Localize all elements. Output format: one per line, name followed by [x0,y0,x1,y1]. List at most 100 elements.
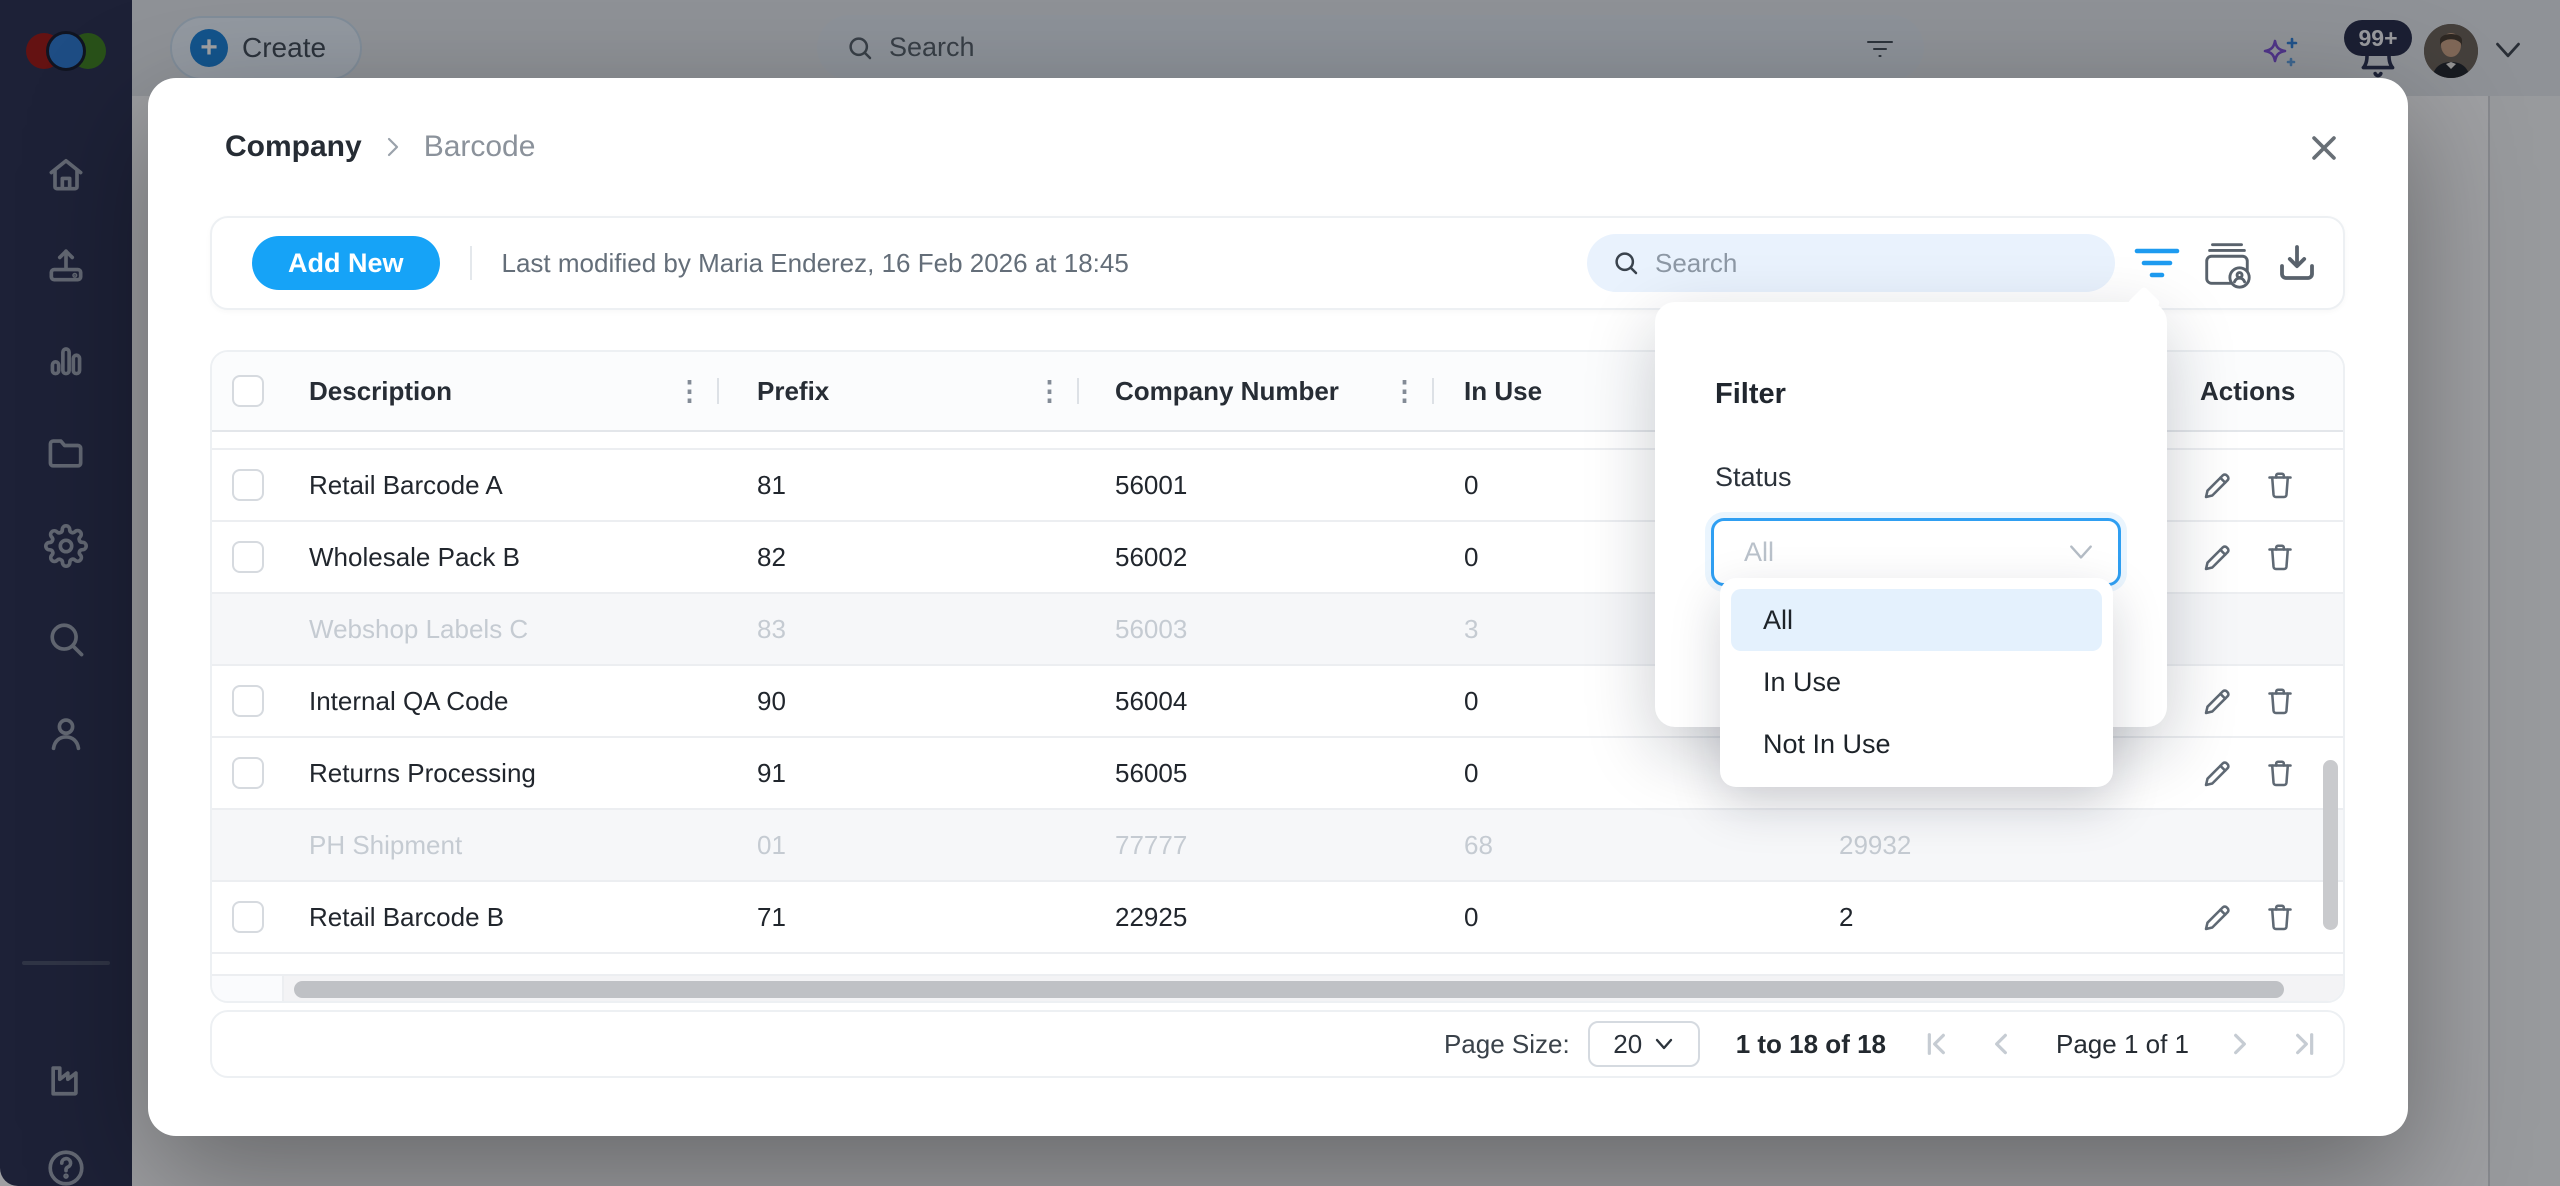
app-logo[interactable] [16,22,116,80]
row-checkbox[interactable] [232,901,264,933]
delete-button[interactable] [2262,539,2298,575]
chevron-down-icon [2070,545,2092,559]
audit-archive-button[interactable] [2199,235,2255,291]
filter-button[interactable] [2129,235,2185,291]
delete-button[interactable] [2262,683,2298,719]
pagination-bar: Page Size: 20 1 to 18 of 18 Page 1 of 1 [210,1010,2345,1078]
trash-icon [2268,904,2292,931]
close-button[interactable] [2302,126,2346,170]
sidebar-item-factory[interactable] [44,1058,88,1102]
edit-button[interactable] [2200,467,2236,503]
page-size-label: Page Size: [1443,1028,1570,1059]
column-menu-icon[interactable]: ⋮ [1036,375,1063,406]
row-checkbox[interactable] [232,541,264,573]
cell-company-number: 77777 [1115,829,1188,860]
pencil-icon [2204,473,2230,499]
global-search[interactable] [817,15,1924,80]
create-button-label: Create [242,32,327,63]
cell-in-use: 0 [1464,901,1479,932]
cell-description: Internal QA Code [309,685,509,716]
archive-user-icon [2205,243,2251,289]
last-page-icon[interactable] [2289,1028,2321,1060]
plus-icon: + [190,29,228,67]
hscroll-thumb[interactable] [294,981,2284,998]
background-right-panel [2490,96,2560,1186]
previous-page-icon[interactable] [1986,1028,2018,1060]
column-menu-icon[interactable]: ⋮ [676,375,703,406]
avatar[interactable] [2424,24,2478,78]
cell-prefix: 83 [757,613,786,644]
sidebar-item-upload[interactable] [44,243,88,287]
sidebar-item-profile[interactable] [44,712,88,756]
cell-in-use: 0 [1464,541,1479,572]
pencil-icon [2204,545,2230,571]
download-button[interactable] [2269,235,2325,291]
create-button[interactable]: + Create [170,16,363,80]
pencil-icon [2204,761,2230,787]
edit-button[interactable] [2200,899,2236,935]
table-row[interactable]: Retail Barcode B 71 22925 0 2 [212,882,2343,954]
cell-description: Wholesale Pack B [309,541,520,572]
scrollbar-corner [212,976,284,1001]
last-modified-text: Last modified by Maria Enderez, 16 Feb 2… [501,247,1129,278]
horizontal-scrollbar [212,976,2343,1001]
sidebar-item-search[interactable] [44,617,88,661]
edit-button[interactable] [2200,539,2236,575]
edit-button[interactable] [2200,755,2236,791]
cell-description: Returns Processing [309,757,536,788]
page-size-select[interactable]: 20 [1587,1021,1700,1067]
cell-prefix: 91 [757,757,786,788]
table-search[interactable] [1587,234,2115,292]
notifications[interactable]: 99+ [2340,20,2418,86]
sidebar-item-files[interactable] [44,431,88,475]
cell-company-number: 56004 [1115,685,1188,716]
download-icon [2280,245,2314,280]
breadcrumb-company[interactable]: Company [225,130,362,163]
edit-button[interactable] [2200,683,2236,719]
sidebar-item-home[interactable] [44,152,88,196]
cell-description: Retail Barcode B [309,901,505,932]
status-select[interactable]: All [1711,518,2121,586]
cell-company-number: 56002 [1115,541,1188,572]
status-option[interactable]: All [1731,589,2102,651]
add-new-button[interactable]: Add New [252,236,440,290]
first-page-icon[interactable] [1920,1028,1952,1060]
status-option[interactable]: Not In Use [1763,728,1891,759]
select-all-checkbox[interactable] [232,375,264,407]
avatar-image [2424,24,2478,78]
cell-description: PH Shipment [309,829,463,860]
status-option[interactable]: In Use [1763,666,1842,697]
partial-row [212,954,2343,976]
table-search-input[interactable] [1655,247,2091,279]
delete-button[interactable] [2262,755,2298,791]
vscroll-thumb[interactable] [2323,760,2338,930]
column-header-actions: Actions [2200,375,2296,406]
sidebar-item-settings[interactable] [44,524,88,568]
account-chevron-down-icon[interactable] [2494,40,2522,60]
delete-button[interactable] [2262,467,2298,503]
column-menu-icon[interactable]: ⋮ [1391,375,1418,406]
row-range-label: 1 to 18 of 18 [1735,1028,1886,1059]
next-page-icon[interactable] [2223,1028,2255,1060]
delete-button[interactable] [2262,899,2298,935]
sidebar-item-help[interactable] [44,1146,88,1186]
ai-sparkle-icon[interactable] [2258,33,2304,79]
filter-lines-icon[interactable] [1864,34,1896,62]
pencil-icon [2204,689,2230,715]
search-icon [849,36,872,59]
trash-icon [2268,688,2292,715]
row-checkbox[interactable] [232,757,264,789]
cell-company-number: 22925 [1115,901,1188,932]
row-checkbox[interactable] [232,469,264,501]
cell-description: Retail Barcode A [309,469,503,500]
row-checkbox[interactable] [232,685,264,717]
hscroll-track[interactable] [284,976,2343,1001]
column-header-in-use: In Use [1464,375,1543,406]
cell-company-number: 56001 [1115,469,1188,500]
breadcrumb-barcode: Barcode [423,130,536,163]
filter-title: Filter [1715,378,1786,410]
notification-badge: 99+ [2344,20,2412,56]
table-row[interactable]: PH Shipment 01 77777 68 29932 [212,810,2343,882]
sidebar-item-reports[interactable] [44,338,88,382]
global-search-input[interactable] [889,32,1864,63]
